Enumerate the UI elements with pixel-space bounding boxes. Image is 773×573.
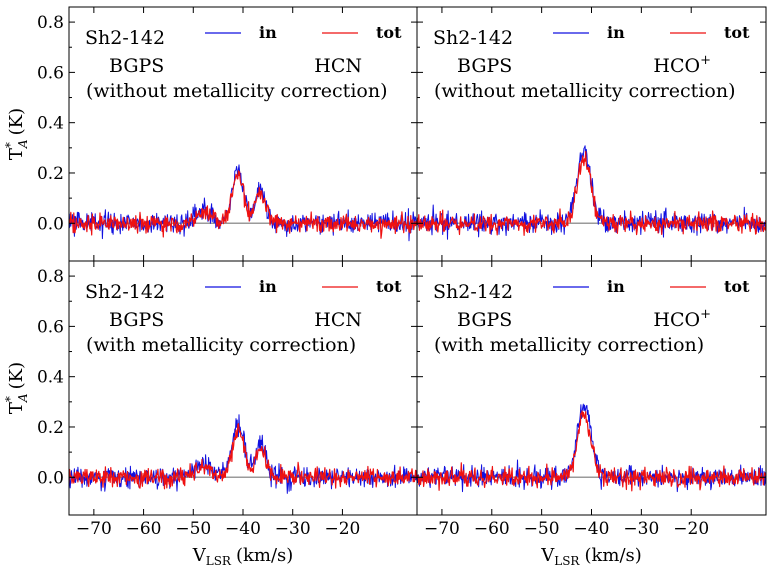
- legend-label-in: in: [607, 23, 625, 42]
- panel-top-right: Sh2-142 BGPS HCO+ (without metallicity corr…: [416, 6, 767, 262]
- x-tick-label: −40: [225, 519, 261, 539]
- y-tick-label: 0.0: [37, 468, 64, 488]
- y-tick-label: 0.6: [37, 63, 64, 83]
- molecule-label: HCN: [314, 55, 362, 77]
- x-tick-label: −20: [673, 519, 709, 539]
- series-in-line: [69, 414, 417, 494]
- series-tot-line: [69, 423, 417, 490]
- y-tick-label: 0.4: [37, 368, 64, 388]
- legend-label-tot: tot: [376, 277, 402, 296]
- survey-name: BGPS: [457, 55, 512, 77]
- x-tick-label: −70: [76, 519, 112, 539]
- y-tick-label: 0.2: [37, 164, 64, 184]
- y-tick-label: 0.0: [37, 214, 64, 234]
- source-name: Sh2-142: [85, 27, 165, 49]
- molecule-label: HCO+: [653, 53, 711, 77]
- series-tot-line: [417, 150, 766, 236]
- molecule-label: HCO+: [653, 307, 711, 331]
- series-in-line: [69, 164, 417, 242]
- legend-label-tot: tot: [724, 23, 750, 42]
- y-tick-label: 0.4: [37, 114, 64, 134]
- x-tick-label: −30: [623, 519, 659, 539]
- survey-name: BGPS: [109, 309, 164, 331]
- x-tick-label: −50: [175, 519, 211, 539]
- x-tick-label: −70: [424, 519, 460, 539]
- legend-label-in: in: [607, 277, 625, 296]
- x-tick-label: −20: [324, 519, 360, 539]
- series-tot-line: [417, 410, 766, 492]
- x-tick-label: −60: [474, 519, 510, 539]
- y-tick-label: 0.6: [37, 317, 64, 337]
- series-tot-line: [69, 170, 417, 239]
- legend-label-tot: tot: [376, 23, 402, 42]
- panel-top-left: 0.0 0.2 0.4 0.6 0.8 Sh2-142 BGPS HCN (without me…: [37, 6, 418, 262]
- survey-name: BGPS: [457, 309, 512, 331]
- y-axis-title: T*A(K): [3, 108, 30, 160]
- x-tick-label: −40: [574, 519, 610, 539]
- legend-label-in: in: [259, 23, 277, 42]
- panel-bottom-left: 0.0 0.2 0.4 0.6 0.8 −70 −60 −50 −40 −30 −20 Sh2-142…: [37, 260, 418, 539]
- x-tick-label: −60: [126, 519, 162, 539]
- x-axis-title: VLSR (km/s): [540, 545, 642, 568]
- y-axis-title: T*A(K): [3, 362, 30, 414]
- molecule-label: HCN: [314, 309, 362, 331]
- legend-label-in: in: [259, 277, 277, 296]
- correction-note: (without metallicity correction): [86, 80, 388, 102]
- legend-label-tot: tot: [724, 277, 750, 296]
- y-tick-label: 0.8: [37, 267, 64, 287]
- panel-bottom-right: −70 −60 −50 −40 −30 −20 Sh2-142 BGPS HCO+ (with m…: [416, 260, 767, 539]
- y-tick-label: 0.8: [37, 13, 64, 33]
- source-name: Sh2-142: [433, 27, 513, 49]
- source-name: Sh2-142: [433, 281, 513, 303]
- correction-note: (with metallicity correction): [86, 334, 356, 356]
- source-name: Sh2-142: [85, 281, 165, 303]
- survey-name: BGPS: [109, 55, 164, 77]
- x-tick-label: −30: [275, 519, 311, 539]
- x-tick-label: −50: [524, 519, 560, 539]
- correction-note: (with metallicity correction): [434, 334, 704, 356]
- y-tick-label: 0.2: [37, 418, 64, 438]
- x-axis-title: VLSR (km/s): [192, 545, 294, 568]
- correction-note: (without metallicity correction): [434, 80, 736, 102]
